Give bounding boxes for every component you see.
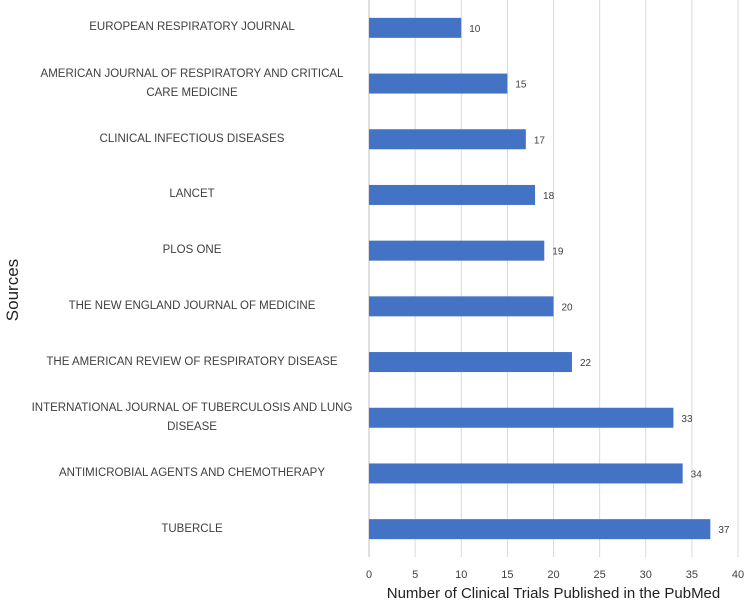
bar [369, 296, 554, 317]
data-label: 33 [681, 414, 693, 425]
category-label: LANCET [169, 188, 215, 201]
x-tick-label: 25 [594, 569, 606, 581]
x-tick-label: 30 [640, 569, 652, 581]
bar [369, 352, 572, 373]
data-label: 19 [552, 247, 564, 258]
category-label: INTERNATIONAL JOURNAL OF TUBERCULOSIS AN… [31, 401, 353, 433]
bar [369, 73, 508, 94]
category-label: PLOS ONE [162, 244, 222, 257]
bar [369, 407, 674, 428]
x-axis-label: Number of Clinical Trials Published in t… [386, 585, 721, 602]
x-tick-label: 5 [412, 569, 418, 581]
y-axis-label: Sources [3, 258, 22, 322]
data-label: 18 [543, 191, 555, 202]
x-tick-labels: 0 5 10 15 20 25 30 35 40 [366, 569, 744, 581]
category-label: CLINICAL INFECTIOUS DISEASES [99, 132, 285, 145]
bar [369, 17, 462, 38]
data-label: 17 [534, 135, 546, 146]
data-label: 34 [691, 469, 703, 480]
data-label: 37 [718, 525, 730, 536]
x-tick-label: 15 [501, 569, 513, 581]
x-tick-label: 35 [686, 569, 698, 581]
data-label: 15 [515, 80, 527, 91]
x-tick-label: 40 [732, 569, 744, 581]
category-label: AMERICAN JOURNAL OF RESPIRATORY AND CRIT… [40, 67, 344, 99]
category-label: TUBERCLE [161, 522, 223, 535]
bar [369, 129, 526, 150]
bar [369, 519, 711, 540]
data-label: 22 [580, 358, 592, 369]
category-label: THE AMERICAN REVIEW OF RESPIRATORY DISEA… [46, 355, 338, 368]
bar [369, 463, 683, 484]
category-label: ANTIMICROBIAL AGENTS AND CHEMOTHERAPY [58, 466, 326, 479]
x-tick-label: 20 [547, 569, 559, 581]
category-label: THE NEW ENGLAND JOURNAL OF MEDICINE [68, 299, 316, 312]
data-label: 10 [469, 24, 481, 35]
bar [369, 184, 536, 205]
bar [369, 240, 545, 261]
x-tick-label: 10 [455, 569, 467, 581]
data-label: 20 [562, 302, 574, 313]
category-label: EUROPEAN RESPIRATORY JOURNAL [89, 21, 295, 34]
data-labels: 10 15 17 18 19 20 22 33 34 37 [469, 24, 730, 536]
bars [369, 17, 711, 540]
x-tick-label: 0 [366, 569, 372, 581]
